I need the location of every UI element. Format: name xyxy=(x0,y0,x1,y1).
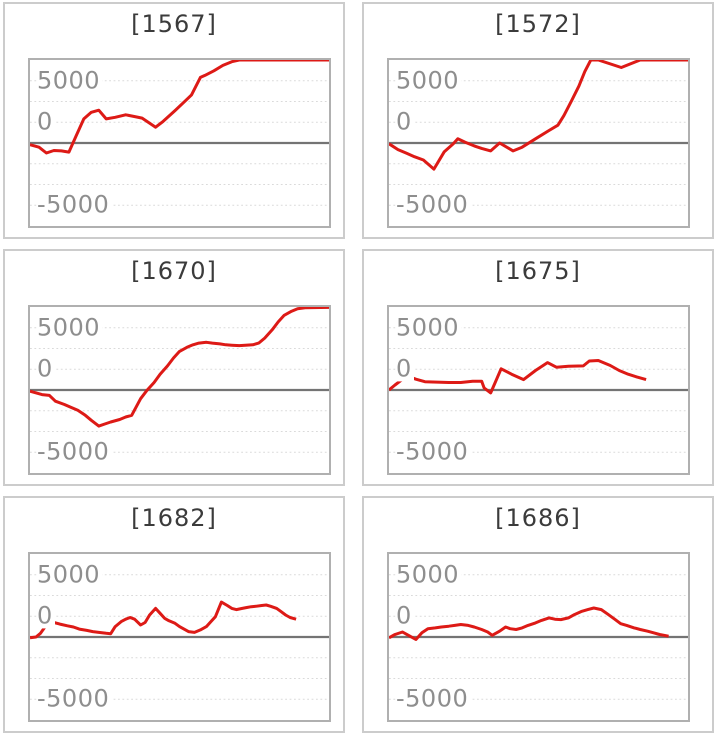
series-line xyxy=(389,606,669,641)
series-line xyxy=(30,307,329,428)
chart-title: [1567] xyxy=(131,10,217,38)
chart-title: [1675] xyxy=(495,257,581,285)
y-axis-label: 0 xyxy=(37,107,55,136)
y-axis-label: -5000 xyxy=(396,437,471,466)
chart-panel[interactable]: [1567] 5000 0 -5000 xyxy=(3,2,345,239)
chart-panel[interactable]: [1572] 5000 0 -5000 xyxy=(362,2,714,239)
chart-title: [1670] xyxy=(131,257,217,285)
y-axis-label: -5000 xyxy=(396,684,471,713)
series-line xyxy=(389,60,688,171)
y-axis-label: -5000 xyxy=(37,437,112,466)
plot-area: 5000 0 -5000 xyxy=(28,305,331,475)
y-axis-label: -5000 xyxy=(37,684,112,713)
y-axis-label: 5000 xyxy=(396,560,462,589)
plot-area: 5000 0 -5000 xyxy=(387,552,690,722)
y-axis-label: 0 xyxy=(37,601,55,630)
chart-panel[interactable]: [1670] 5000 0 -5000 xyxy=(3,249,345,486)
y-axis-label: 0 xyxy=(396,107,414,136)
series-line xyxy=(389,359,647,395)
chart-title: [1682] xyxy=(131,504,217,532)
plot-area: 5000 0 -5000 xyxy=(28,58,331,228)
chart-panel[interactable]: [1686] 5000 0 -5000 xyxy=(362,496,714,733)
y-axis-label: 5000 xyxy=(37,560,103,589)
y-axis-label: 5000 xyxy=(37,313,103,342)
y-axis-label: 5000 xyxy=(396,313,462,342)
y-axis-label: 0 xyxy=(396,601,414,630)
y-axis-label: 0 xyxy=(396,354,414,383)
plot-area: 5000 0 -5000 xyxy=(28,552,331,722)
plot-area: 5000 0 -5000 xyxy=(387,305,690,475)
series-line xyxy=(30,600,297,640)
chart-panel[interactable]: [1675] 5000 0 -5000 xyxy=(362,249,714,486)
chart-panel[interactable]: [1682] 5000 0 -5000 xyxy=(3,496,345,733)
chart-title: [1572] xyxy=(495,10,581,38)
y-axis-label: -5000 xyxy=(396,190,471,219)
plot-area: 5000 0 -5000 xyxy=(387,58,690,228)
series-line xyxy=(30,60,329,155)
y-axis-label: 5000 xyxy=(396,66,462,95)
chart-title: [1686] xyxy=(495,504,581,532)
y-axis-label: 5000 xyxy=(37,66,103,95)
y-axis-label: -5000 xyxy=(37,190,112,219)
y-axis-label: 0 xyxy=(37,354,55,383)
